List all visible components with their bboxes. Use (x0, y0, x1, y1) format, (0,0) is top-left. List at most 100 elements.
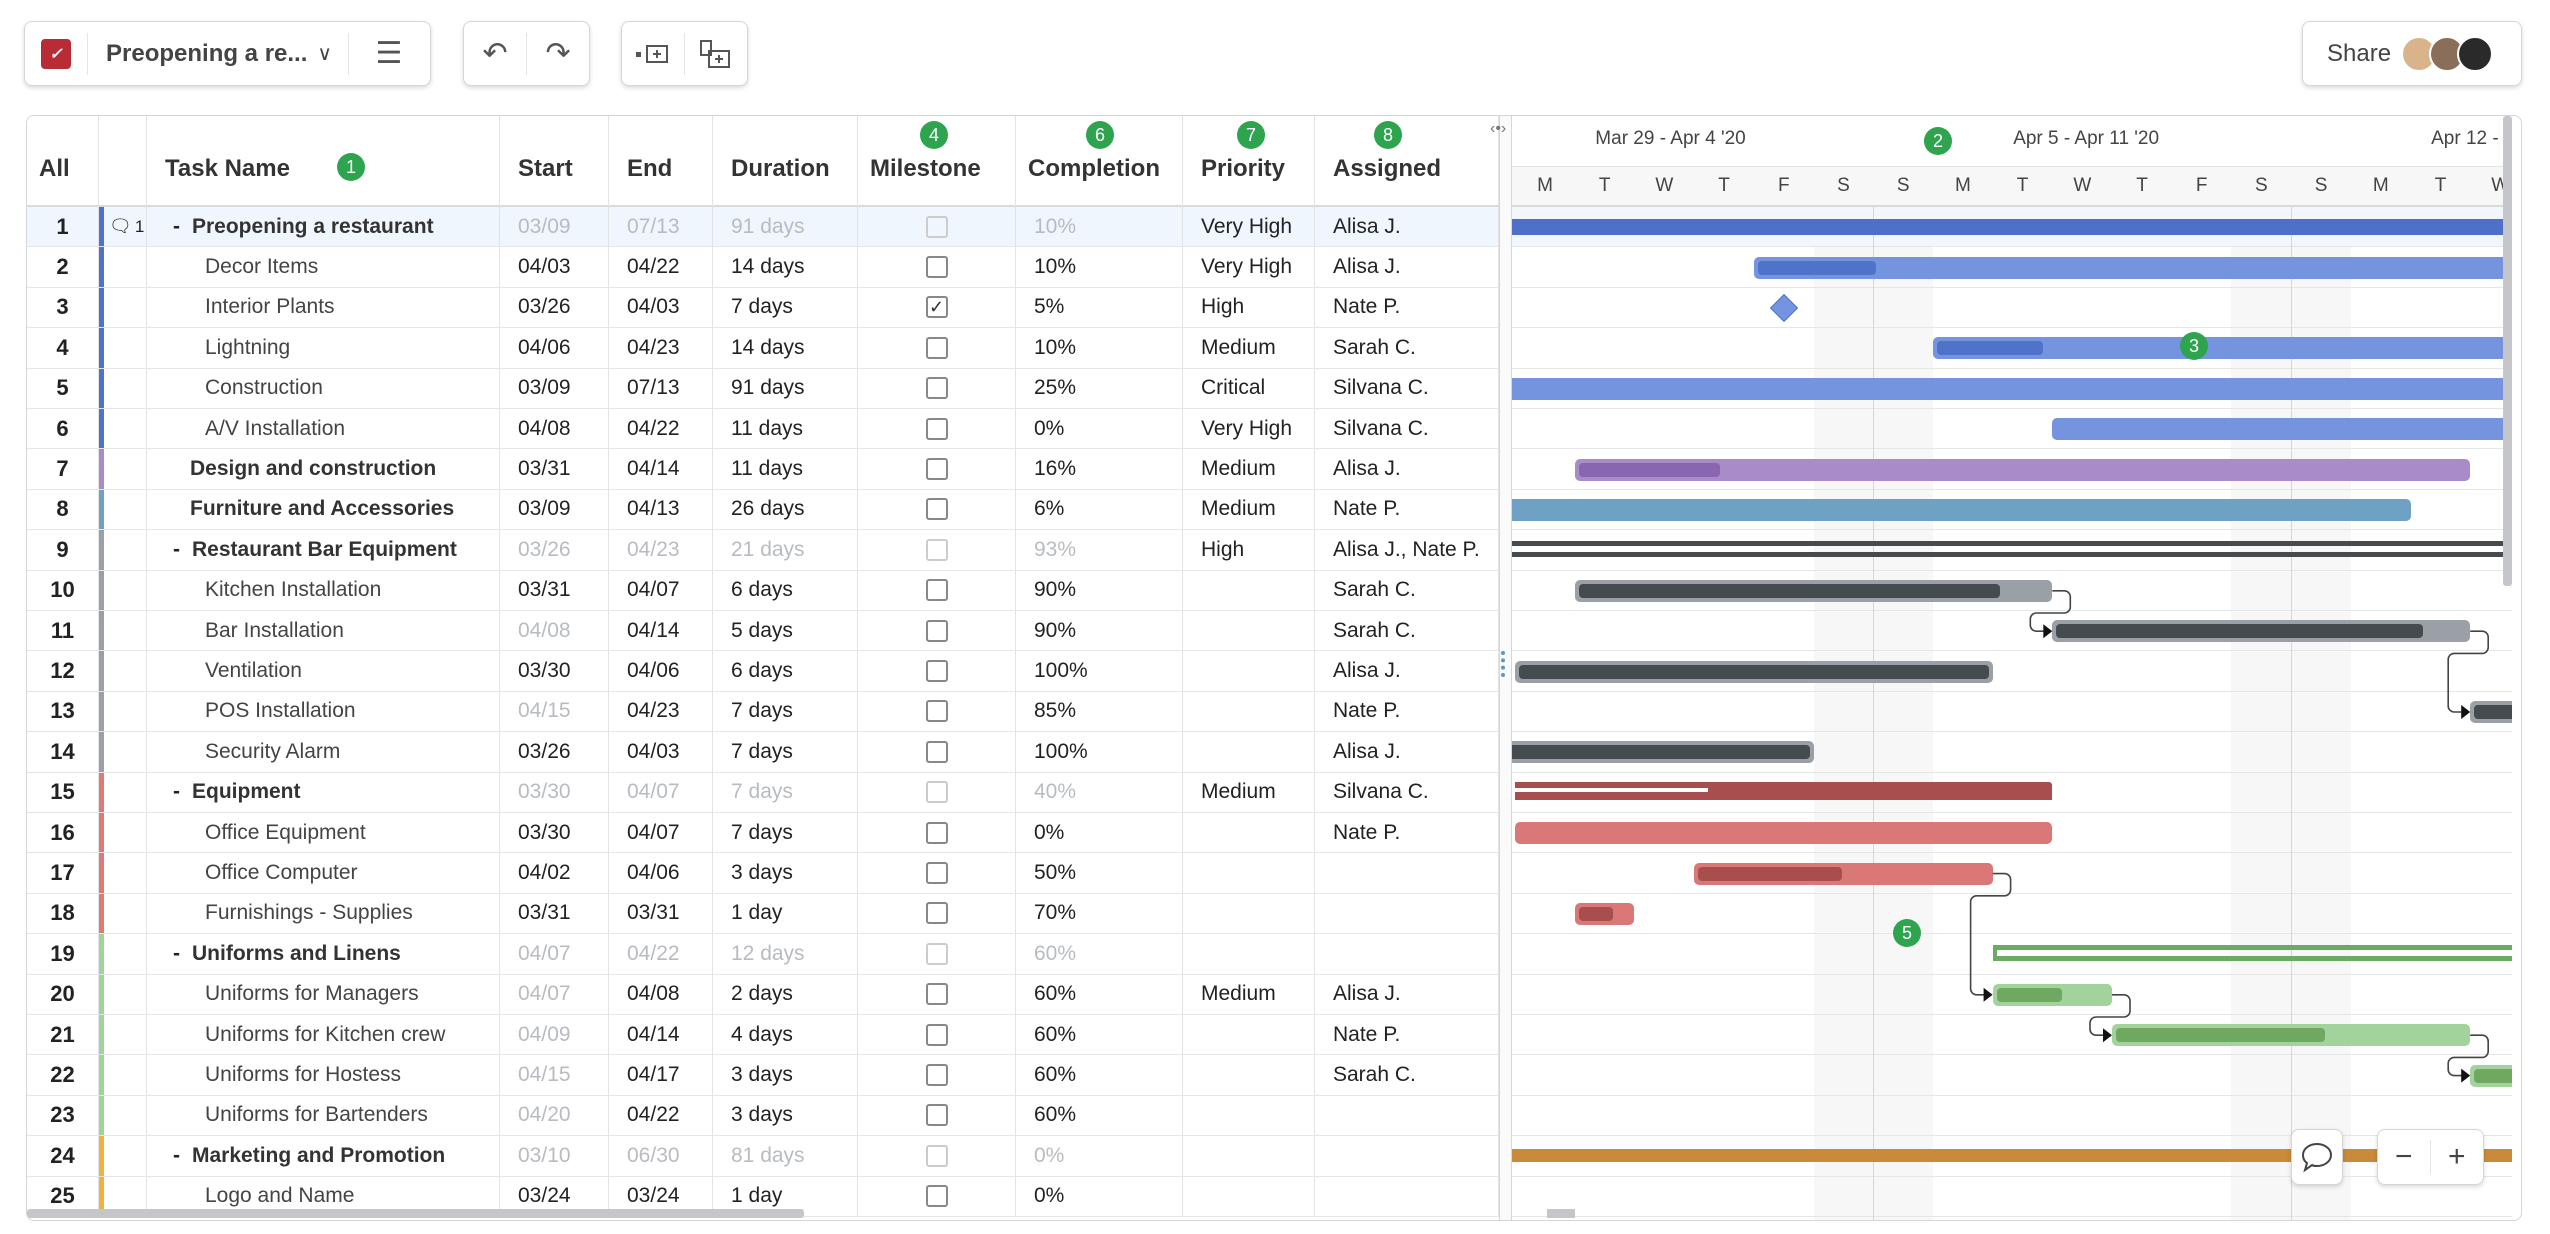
column-header-ind[interactable] (99, 116, 147, 207)
split-divider[interactable]: ‹•› (1490, 116, 1512, 1220)
start-date-cell[interactable]: 03/26 (500, 530, 609, 570)
table-row[interactable]: 18 Furnishings - Supplies 03/31 03/31 1 day 7… (27, 893, 1499, 935)
end-date-cell[interactable]: 04/14 (609, 611, 713, 651)
milestone-cell[interactable] (858, 1055, 1016, 1095)
duration-cell[interactable]: 7 days (713, 287, 858, 328)
row-indicator[interactable] (99, 934, 147, 974)
task-name-cell[interactable]: Uniforms for Kitchen crew (147, 1015, 500, 1055)
table-row[interactable]: 15 - Equipment 03/30 04/07 7 days 40% Medium Sil… (27, 772, 1499, 813)
start-date-cell[interactable]: 03/09 (500, 489, 609, 530)
row-number[interactable]: 10 (27, 570, 99, 610)
duration-cell[interactable]: 21 days (713, 530, 858, 570)
milestone-cell[interactable] (858, 409, 1016, 449)
assigned-cell[interactable]: Sarah C. (1315, 1055, 1499, 1095)
assigned-cell[interactable]: Alisa J. (1315, 449, 1499, 489)
table-horizontal-scrollbar[interactable] (27, 1209, 804, 1218)
assigned-cell[interactable]: Alisa J. (1315, 207, 1499, 247)
assigned-cell[interactable]: Alisa J. (1315, 651, 1499, 691)
collapse-toggle-icon[interactable]: - (173, 1143, 180, 1167)
row-indicator[interactable] (99, 489, 147, 530)
row-number[interactable]: 6 (27, 409, 99, 449)
duration-cell[interactable]: 1 day (713, 893, 858, 934)
row-number[interactable]: 20 (27, 974, 99, 1014)
table-row[interactable]: 24 - Marketing and Promotion 03/10 06/30 81 d… (27, 1136, 1499, 1177)
start-date-cell[interactable]: 04/15 (500, 691, 609, 732)
assigned-cell[interactable] (1315, 853, 1499, 893)
task-name-cell[interactable]: Uniforms for Hostess (147, 1055, 500, 1095)
task-name-cell[interactable]: Furnishings - Supplies (147, 893, 500, 934)
priority-cell[interactable] (1183, 611, 1315, 651)
assigned-cell[interactable] (1315, 1136, 1499, 1176)
completion-cell[interactable]: 0% (1016, 1136, 1183, 1176)
end-date-cell[interactable]: 04/22 (609, 247, 713, 287)
assigned-cell[interactable]: Sarah C. (1315, 611, 1499, 651)
duration-cell[interactable]: 7 days (713, 772, 858, 812)
milestone-cell[interactable] (858, 449, 1016, 489)
vertical-scrollbar[interactable] (2503, 116, 2512, 586)
end-date-cell[interactable]: 04/14 (609, 449, 713, 489)
start-date-cell[interactable]: 04/09 (500, 1015, 609, 1055)
add-subtask-button[interactable] (685, 22, 747, 85)
summary-bar[interactable] (1512, 377, 2512, 400)
assigned-cell[interactable]: Silvana C. (1315, 368, 1499, 408)
milestone-checkbox[interactable] (925, 538, 948, 561)
milestone-cell[interactable] (858, 934, 1016, 974)
end-date-cell[interactable]: 04/17 (609, 1055, 713, 1095)
completion-cell[interactable]: 16% (1016, 449, 1183, 489)
priority-cell[interactable]: High (1183, 287, 1315, 328)
start-date-cell[interactable]: 04/20 (500, 1095, 609, 1136)
collapse-toggle-icon[interactable]: - (173, 941, 180, 965)
priority-cell[interactable]: High (1183, 530, 1315, 570)
priority-cell[interactable]: Medium (1183, 974, 1315, 1014)
task-name-cell[interactable]: Lightning (147, 328, 500, 368)
dependency-connector[interactable] (2089, 994, 2131, 1036)
indent-button[interactable] (622, 22, 684, 85)
milestone-checkbox[interactable] (925, 336, 948, 359)
start-date-cell[interactable]: 03/31 (500, 449, 609, 489)
task-name-cell[interactable]: Uniforms for Bartenders (147, 1095, 500, 1136)
task-name-cell[interactable]: Ventilation (147, 651, 500, 691)
start-date-cell[interactable]: 03/30 (500, 813, 609, 853)
end-date-cell[interactable]: 04/07 (609, 772, 713, 812)
milestone-checkbox[interactable] (925, 417, 948, 440)
summary-bar[interactable] (1512, 541, 2512, 558)
comments-button[interactable] (2291, 1129, 2343, 1185)
start-date-cell[interactable]: 04/02 (500, 853, 609, 893)
assigned-cell[interactable]: Nate P. (1315, 287, 1499, 328)
task-name-cell[interactable]: Interior Plants (147, 287, 500, 328)
milestone-checkbox[interactable] (925, 215, 948, 238)
duration-cell[interactable]: 14 days (713, 247, 858, 287)
task-name-cell[interactable]: POS Installation (147, 691, 500, 732)
task-name-cell[interactable]: Uniforms for Managers (147, 974, 500, 1014)
milestone-cell[interactable] (858, 611, 1016, 651)
row-indicator[interactable] (99, 449, 147, 489)
collapse-toggle-icon[interactable]: - (173, 537, 180, 561)
completion-cell[interactable]: 90% (1016, 570, 1183, 610)
start-date-cell[interactable]: 03/30 (500, 651, 609, 691)
completion-cell[interactable]: 70% (1016, 893, 1183, 934)
row-number[interactable]: 25 (27, 1176, 99, 1216)
column-header-assigned[interactable]: Assigned (1315, 116, 1499, 207)
milestone-checkbox[interactable] (925, 1144, 948, 1167)
duration-cell[interactable]: 1 day (713, 1176, 858, 1216)
start-date-cell[interactable]: 03/31 (500, 570, 609, 610)
row-number[interactable]: 8 (27, 489, 99, 530)
completion-cell[interactable]: 93% (1016, 530, 1183, 570)
row-number[interactable]: 24 (27, 1136, 99, 1176)
milestone-checkbox[interactable] (925, 1023, 948, 1046)
duration-cell[interactable]: 14 days (713, 328, 858, 368)
milestone-checkbox[interactable] (925, 1185, 948, 1208)
row-indicator[interactable] (99, 651, 147, 691)
row-indicator[interactable] (99, 247, 147, 287)
row-number[interactable]: 3 (27, 287, 99, 328)
priority-cell[interactable] (1183, 570, 1315, 610)
priority-cell[interactable]: Medium (1183, 772, 1315, 812)
table-row[interactable]: 6 A/V Installation 04/08 04/22 11 days 0% Very… (27, 409, 1499, 450)
task-name-cell[interactable]: Decor Items (147, 247, 500, 287)
completion-cell[interactable]: 60% (1016, 1095, 1183, 1136)
table-row[interactable]: 11 Bar Installation 04/08 04/14 5 days 90% Sar… (27, 611, 1499, 652)
task-name-cell[interactable]: Bar Installation (147, 611, 500, 651)
priority-cell[interactable]: Medium (1183, 449, 1315, 489)
row-indicator[interactable] (99, 570, 147, 610)
row-number[interactable]: 21 (27, 1015, 99, 1055)
